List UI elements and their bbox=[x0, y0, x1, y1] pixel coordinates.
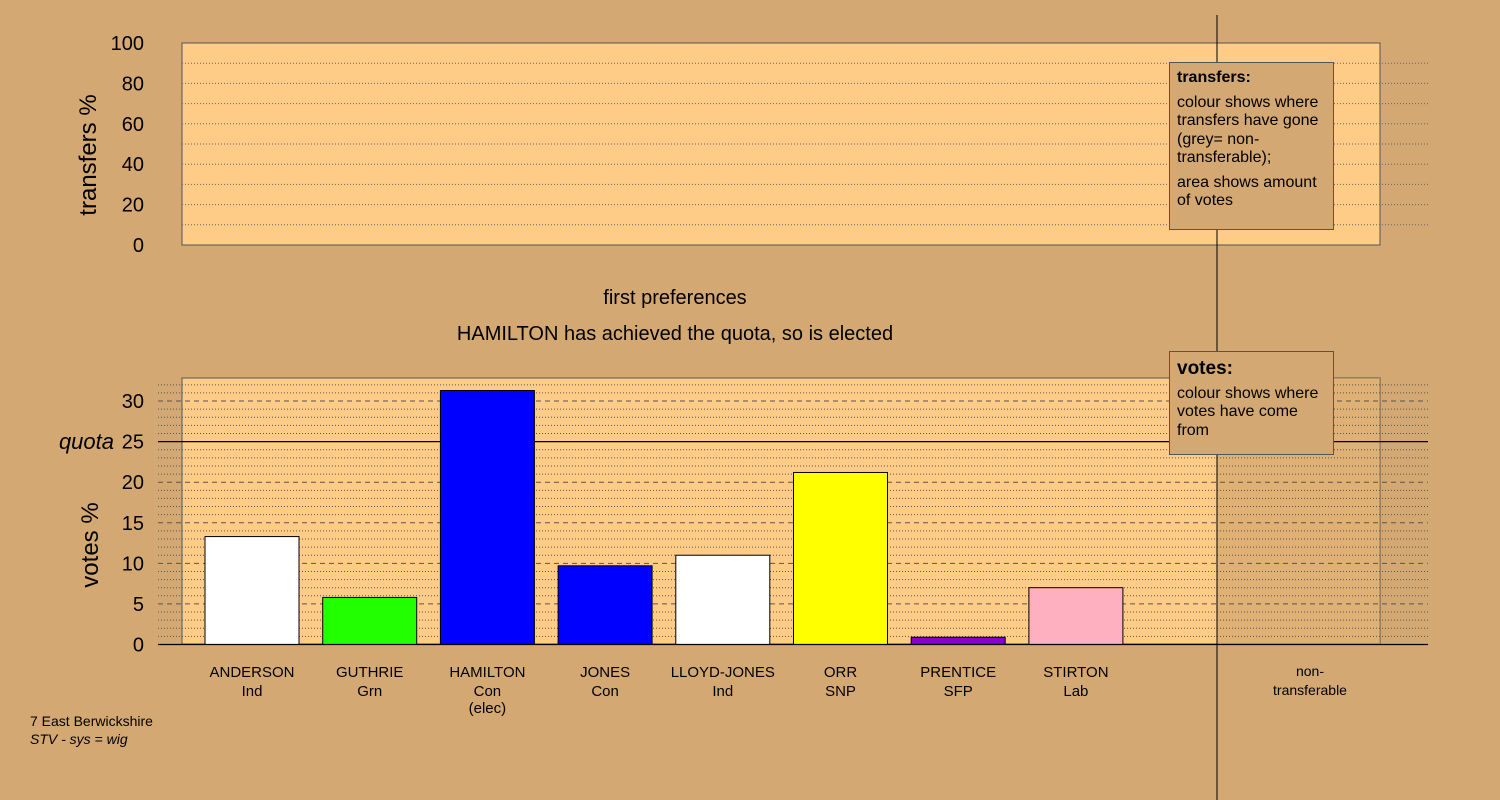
transfers-y-ticks: 0 20 40 60 80 100 bbox=[111, 33, 144, 257]
candidate-name: GUTHRIE bbox=[336, 664, 404, 681]
candidate-name: ANDERSON bbox=[209, 664, 294, 681]
candidate-party: Lab bbox=[1063, 683, 1088, 700]
system-label: STV - sys = wig bbox=[30, 731, 128, 747]
candidate-party: Con bbox=[474, 683, 502, 700]
transfers-legend: transfers: colour shows where transfers … bbox=[1169, 62, 1334, 230]
bar-jones bbox=[557, 565, 653, 645]
candidate-name: PRENTICE bbox=[920, 664, 996, 681]
chart-status-line: HAMILTON has achieved the quota, so is e… bbox=[457, 323, 893, 345]
transfers-y-tick-label: 40 bbox=[122, 154, 144, 176]
bar-guthrie bbox=[322, 596, 418, 645]
candidate-name: JONES bbox=[580, 664, 630, 681]
candidate-labels: ANDERSONIndGUTHRIEGrnHAMILTONCon(elec)JO… bbox=[209, 664, 1108, 717]
transfers-legend-area-text: area shows amount of votes bbox=[1177, 173, 1317, 210]
candidate-party: Con bbox=[591, 683, 619, 700]
votes-legend-title: votes: bbox=[1177, 358, 1233, 379]
bar-stirton bbox=[1028, 587, 1124, 646]
transfers-legend-text: colour shows where transfers have gone (… bbox=[1177, 93, 1319, 167]
candidate-name: ORR bbox=[824, 664, 858, 681]
bar-prentice bbox=[910, 636, 1006, 645]
candidate-party: SNP bbox=[825, 683, 856, 700]
candidate-party: Ind bbox=[242, 683, 263, 700]
votes-y-ticks: 0 5 10 15 20 25 30 bbox=[122, 391, 144, 656]
votes-y-tick-label: 30 bbox=[122, 391, 144, 413]
candidate-party: SFP bbox=[944, 683, 973, 700]
transfers-y-tick-label: 0 bbox=[133, 235, 144, 257]
votes-y-tick-label: 20 bbox=[122, 472, 144, 494]
votes-y-tick-label: 15 bbox=[122, 513, 144, 535]
candidate-party: Grn bbox=[357, 683, 382, 700]
constituency-label: 7 East Berwickshire bbox=[30, 713, 153, 729]
bar-hamilton bbox=[439, 390, 535, 645]
candidate-name: STIRTON bbox=[1043, 664, 1108, 681]
nontransferable-label-line1: non- bbox=[1296, 663, 1324, 679]
candidate-name: HAMILTON bbox=[449, 664, 525, 681]
votes-y-tick-label: 10 bbox=[122, 553, 144, 575]
candidate-name: LLOYD-JONES bbox=[671, 664, 775, 681]
transfers-y-axis-label: transfers % bbox=[75, 94, 102, 215]
votes-y-tick-label: 25 bbox=[122, 432, 144, 454]
bar-lloyd-jones bbox=[675, 554, 771, 645]
bar-orr bbox=[793, 471, 888, 645]
vote-bars bbox=[204, 390, 1124, 646]
bar-anderson bbox=[204, 536, 300, 645]
transfers-y-tick-label: 20 bbox=[122, 195, 144, 217]
transfers-y-tick-label: 100 bbox=[111, 33, 144, 55]
transfers-y-tick-label: 60 bbox=[122, 114, 144, 136]
candidate-party: Ind bbox=[712, 683, 733, 700]
votes-legend: votes: colour shows where votes have com… bbox=[1169, 351, 1334, 455]
quota-label: quota bbox=[59, 429, 114, 454]
transfers-legend-title: transfers: bbox=[1177, 69, 1251, 86]
transfers-y-tick-label: 80 bbox=[122, 73, 144, 95]
nontransferable-label-line2: transferable bbox=[1273, 682, 1347, 698]
candidate-status: (elec) bbox=[469, 700, 507, 717]
votes-y-tick-label: 5 bbox=[133, 594, 144, 616]
chart-subtitle: first preferences bbox=[603, 287, 746, 309]
votes-y-tick-label: 0 bbox=[133, 635, 144, 657]
votes-y-axis-label: votes % bbox=[77, 502, 104, 587]
votes-legend-text: colour shows where votes have come from bbox=[1177, 384, 1319, 439]
